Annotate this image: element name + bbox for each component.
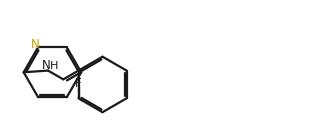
- Text: F: F: [75, 77, 82, 90]
- Text: N: N: [42, 59, 51, 72]
- Text: H: H: [50, 61, 59, 71]
- Text: N: N: [31, 39, 40, 51]
